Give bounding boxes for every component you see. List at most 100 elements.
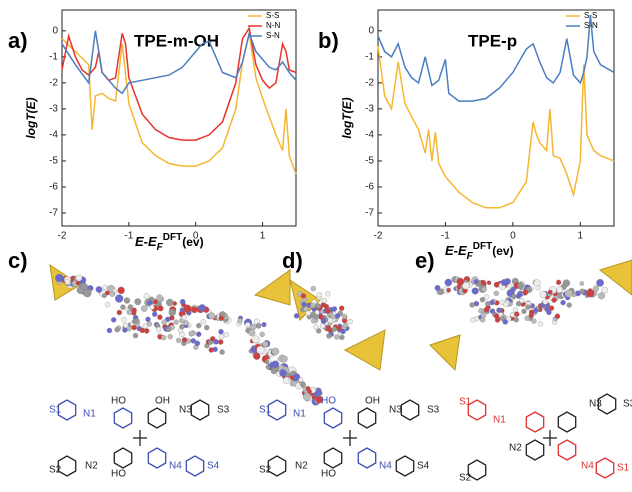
atom bbox=[80, 282, 88, 291]
atom bbox=[331, 326, 338, 332]
x-tick-label: -1 bbox=[441, 231, 450, 242]
atom bbox=[517, 281, 524, 289]
atom bbox=[117, 286, 125, 295]
atom bbox=[313, 324, 319, 330]
atom bbox=[262, 341, 269, 348]
ring bbox=[557, 439, 577, 461]
atom bbox=[307, 389, 312, 394]
ring bbox=[323, 447, 343, 469]
atom bbox=[542, 299, 548, 305]
atom bbox=[213, 339, 219, 345]
atom bbox=[318, 314, 324, 320]
atom bbox=[64, 279, 71, 285]
ring bbox=[57, 455, 77, 477]
atom bbox=[190, 306, 198, 313]
atom bbox=[134, 318, 140, 324]
atom bbox=[514, 311, 520, 317]
atom bbox=[456, 277, 465, 286]
atom bbox=[152, 311, 158, 317]
atom bbox=[255, 322, 262, 329]
atom bbox=[144, 328, 150, 334]
atom-label: N4 bbox=[379, 461, 392, 472]
atom bbox=[515, 301, 522, 307]
atom-label: OH bbox=[155, 396, 170, 407]
atom bbox=[320, 323, 326, 329]
series-line bbox=[61, 33, 297, 175]
x-tick-label: -2 bbox=[58, 231, 67, 242]
atom bbox=[196, 323, 202, 329]
atom-label: OH bbox=[365, 396, 380, 407]
atom bbox=[298, 377, 304, 383]
atom bbox=[334, 313, 341, 319]
atom bbox=[323, 304, 330, 310]
atom bbox=[149, 304, 155, 310]
series-line bbox=[61, 26, 297, 141]
atom-label: S1 bbox=[259, 405, 272, 416]
atom bbox=[532, 308, 539, 314]
atom-label: S4 bbox=[207, 461, 220, 472]
atom bbox=[317, 390, 323, 396]
atom bbox=[200, 319, 206, 325]
y-tick-label: -6 bbox=[49, 182, 58, 193]
atom bbox=[139, 327, 146, 333]
atom-label: N2 bbox=[85, 461, 98, 472]
atom bbox=[479, 297, 486, 303]
atom bbox=[579, 281, 585, 286]
ring bbox=[395, 455, 415, 477]
y-tick-label: -7 bbox=[49, 208, 58, 219]
atom bbox=[75, 280, 81, 286]
plot-frame bbox=[377, 9, 615, 227]
atom bbox=[210, 336, 216, 342]
atom bbox=[347, 318, 353, 325]
x-axis-label: E-EFDFT(ev) bbox=[445, 241, 514, 262]
y-axis-label: logT(E) bbox=[24, 97, 38, 138]
legend-label: N-N bbox=[266, 21, 280, 30]
atom bbox=[127, 304, 134, 310]
atom bbox=[551, 297, 557, 303]
atom bbox=[116, 309, 122, 316]
y-tick-label: -2 bbox=[49, 78, 58, 89]
legend-label: S-N bbox=[584, 21, 598, 30]
atom-label: N2 bbox=[509, 443, 522, 454]
atom bbox=[339, 305, 345, 311]
atom bbox=[264, 359, 270, 365]
atom bbox=[208, 347, 214, 353]
panel-label: c) bbox=[8, 248, 28, 273]
atom bbox=[161, 319, 167, 325]
atom bbox=[326, 325, 332, 331]
y-tick-label: -5 bbox=[365, 156, 374, 167]
atom bbox=[183, 304, 192, 313]
atom bbox=[321, 297, 327, 304]
atom bbox=[592, 285, 599, 292]
atom bbox=[489, 308, 496, 314]
atom bbox=[486, 280, 492, 285]
x-tick-label: -2 bbox=[374, 231, 383, 242]
y-tick-label: -2 bbox=[365, 78, 374, 89]
atom bbox=[326, 333, 332, 339]
ring bbox=[557, 411, 577, 433]
atom bbox=[522, 289, 529, 296]
atom bbox=[299, 381, 306, 387]
atom bbox=[535, 285, 541, 291]
ring bbox=[323, 407, 343, 429]
atom-label: S2 bbox=[49, 465, 62, 476]
ring bbox=[525, 411, 545, 433]
x-axis-label-part: F bbox=[157, 242, 164, 253]
atom bbox=[325, 308, 331, 314]
atom bbox=[586, 289, 595, 298]
atom bbox=[248, 329, 256, 337]
y-tick-label: -3 bbox=[365, 104, 374, 115]
atom bbox=[83, 289, 92, 298]
atom bbox=[131, 324, 137, 331]
atom bbox=[166, 298, 174, 307]
atom bbox=[339, 334, 345, 341]
atom bbox=[301, 301, 307, 308]
atom bbox=[114, 327, 120, 333]
atom bbox=[303, 306, 309, 312]
atom-label: S1 bbox=[49, 405, 62, 416]
x-axis-label-part: (ev) bbox=[182, 235, 203, 249]
atom bbox=[310, 302, 316, 309]
series-line bbox=[377, 46, 615, 209]
x-tick-label: 1 bbox=[578, 231, 584, 242]
